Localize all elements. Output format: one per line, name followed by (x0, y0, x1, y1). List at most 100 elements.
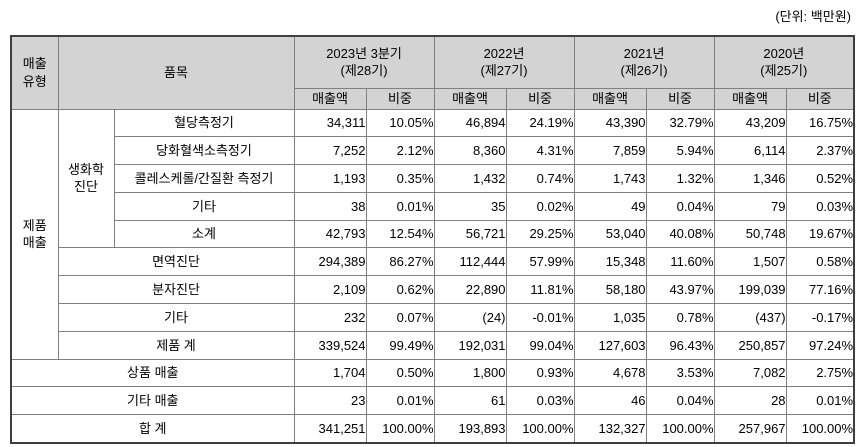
item-cell: 혈당측정기 (113, 108, 295, 138)
revenue-cell: 257,967 (713, 414, 787, 444)
table-row: 상품 매출 1,704 0.50% 1,800 0.93% 4,678 3.53… (10, 358, 855, 388)
header-period-line2: (제25기) (760, 63, 808, 79)
revenue-cell: 4,678 (573, 358, 647, 388)
revenue-cell: 2,109 (293, 275, 367, 305)
revenue-cell: 35 (433, 191, 507, 221)
revenue-table: 매출 유형 품목 2023년 3분기 (제28기) 2022년 (제27기) 2… (10, 35, 856, 444)
header-share-2020: 비중 (785, 87, 855, 110)
revenue-cell: 1,800 (433, 358, 507, 388)
revenue-cell: 1,193 (293, 164, 367, 193)
table-row: 콜레스케롤/간질환 측정기 1,193 0.35% 1,432 0.74% 1,… (11, 164, 855, 193)
share-cell: 0.35% (365, 164, 435, 193)
share-cell: 97.24% (785, 330, 855, 360)
header-period-2022: 2022년 (제27기) (433, 35, 575, 89)
revenue-cell: 38 (293, 191, 367, 221)
share-cell: 0.93% (505, 358, 575, 388)
revenue-cell: 6,114 (713, 136, 787, 166)
share-cell: 100.00% (785, 414, 855, 444)
header-item: 품목 (57, 35, 295, 110)
header-revenue-2021: 매출액 (573, 87, 647, 110)
revenue-cell: 79 (713, 191, 787, 221)
revenue-cell: 7,082 (713, 358, 787, 388)
revenue-cell: 46,894 (433, 108, 507, 138)
share-cell: 0.04% (645, 386, 715, 416)
share-cell: 100.00% (645, 414, 715, 444)
item-cell: 기타 (113, 191, 295, 221)
group-biochem-diagnosis: 생화학 진단 (57, 108, 115, 249)
share-cell: 10.05% (365, 108, 435, 138)
table-row: 소계 42,793 12.54% 56,721 29.25% 53,040 40… (11, 219, 855, 249)
share-cell: 11.81% (505, 275, 575, 305)
revenue-cell: 46 (573, 386, 647, 416)
revenue-cell: 15,348 (573, 247, 647, 277)
share-cell: 99.04% (505, 330, 575, 360)
share-cell: -0.01% (505, 303, 575, 332)
revenue-cell: 43,209 (713, 108, 787, 138)
group-product-sales-line1: 제품 (22, 217, 47, 233)
share-cell: 0.03% (505, 386, 575, 416)
table-row: 면역진단 294,389 86.27% 112,444 57.99% 15,34… (11, 247, 855, 277)
table-row: 분자진단 2,109 0.62% 22,890 11.81% 58,180 43… (11, 275, 855, 305)
share-cell: 77.16% (785, 275, 855, 305)
revenue-cell: 58,180 (573, 275, 647, 305)
table-row: 제품 매출 생화학 진단 혈당측정기 34,311 10.05% 46,894 … (10, 108, 855, 360)
share-cell: 2.37% (785, 136, 855, 166)
header-period-line1: 2021년 (623, 45, 665, 61)
share-cell: 0.01% (785, 386, 855, 416)
revenue-cell: 28 (713, 386, 787, 416)
share-cell: 57.99% (505, 247, 575, 277)
revenue-cell: 192,031 (433, 330, 507, 360)
header-sales-type-line2: 유형 (22, 73, 47, 89)
share-cell: 0.74% (505, 164, 575, 193)
share-cell: 5.94% (645, 136, 715, 166)
header-period-line1: 2020년 (763, 45, 805, 61)
share-cell: 0.02% (505, 191, 575, 221)
revenue-cell: 193,893 (433, 414, 507, 444)
revenue-cell: 23 (293, 386, 367, 416)
revenue-cell: (437) (713, 303, 787, 332)
share-cell: 24.19% (505, 108, 575, 138)
share-cell: 2.12% (365, 136, 435, 166)
table-row: 합 계 341,251 100.00% 193,893 100.00% 132,… (10, 414, 855, 444)
table-row: 기타 232 0.07% (24) -0.01% 1,035 0.78% (43… (11, 303, 855, 332)
share-cell: 0.03% (785, 191, 855, 221)
item-cell: 합 계 (10, 414, 295, 444)
revenue-cell: 132,327 (573, 414, 647, 444)
revenue-cell: 61 (433, 386, 507, 416)
share-cell: 0.07% (365, 303, 435, 332)
share-cell: 96.43% (645, 330, 715, 360)
revenue-cell: 53,040 (573, 219, 647, 249)
share-cell: 1.32% (645, 164, 715, 193)
revenue-cell: 22,890 (433, 275, 507, 305)
share-cell: 16.75% (785, 108, 855, 138)
header-sales-type-line1: 매출 (22, 56, 47, 72)
item-cell: 기타 (57, 303, 295, 332)
revenue-cell: 1,432 (433, 164, 507, 193)
revenue-cell: 127,603 (573, 330, 647, 360)
share-cell: 0.01% (365, 191, 435, 221)
revenue-cell: 7,859 (573, 136, 647, 166)
share-cell: 99.49% (365, 330, 435, 360)
share-cell: 86.27% (365, 247, 435, 277)
header-period-line2: (제26기) (620, 63, 668, 79)
group-biochem-line1: 생화학 (68, 161, 104, 177)
revenue-cell: 1,346 (713, 164, 787, 193)
revenue-cell: 250,857 (713, 330, 787, 360)
share-cell: 0.04% (645, 191, 715, 221)
revenue-cell: 199,039 (713, 275, 787, 305)
share-cell: 0.78% (645, 303, 715, 332)
share-cell: 100.00% (505, 414, 575, 444)
share-cell: 2.75% (785, 358, 855, 388)
header-share-2022: 비중 (505, 87, 575, 110)
share-cell: -0.17% (785, 303, 855, 332)
revenue-cell: (24) (433, 303, 507, 332)
header-revenue-2023: 매출액 (293, 87, 367, 110)
header-period-2021: 2021년 (제26기) (573, 35, 715, 89)
header-period-line2: (제27기) (480, 63, 528, 79)
revenue-cell: 1,704 (293, 358, 367, 388)
share-cell: 0.62% (365, 275, 435, 305)
share-cell: 12.54% (365, 219, 435, 249)
item-cell: 분자진단 (57, 275, 295, 305)
item-cell: 콜레스케롤/간질환 측정기 (113, 164, 295, 193)
